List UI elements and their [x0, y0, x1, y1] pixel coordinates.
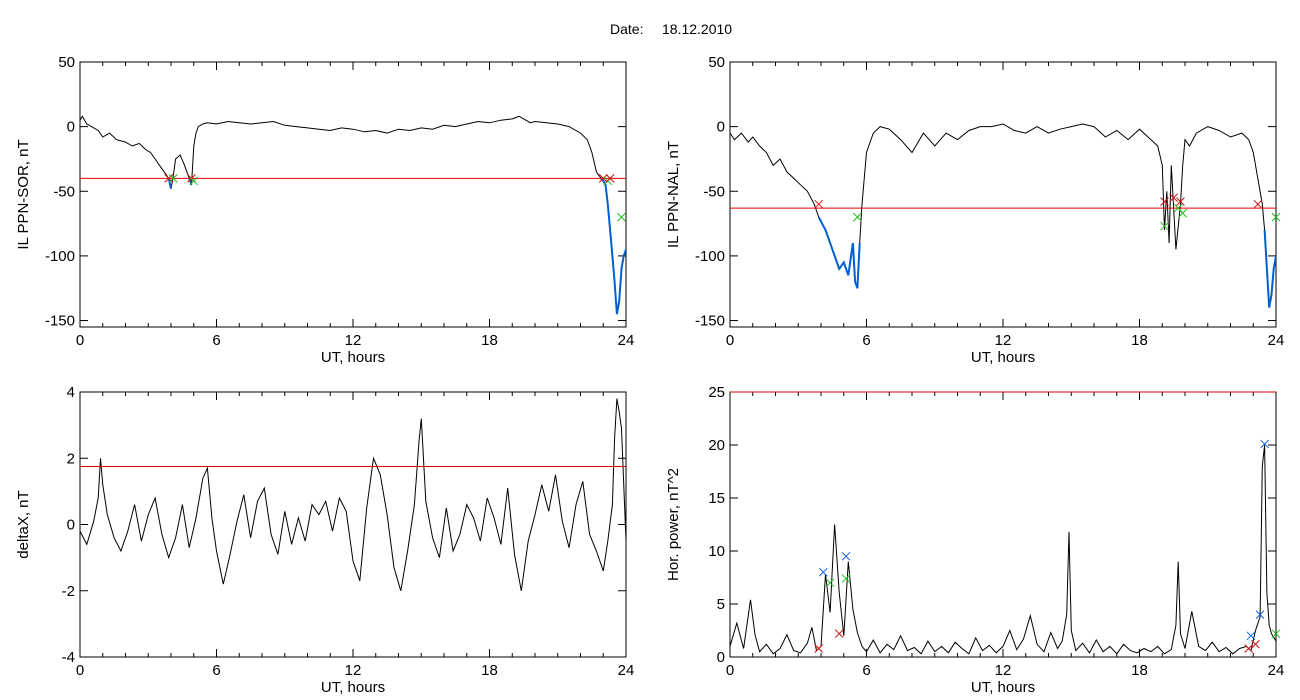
hor-power-x-axis-label: UT, hours — [971, 679, 1035, 696]
hor-power-x-tick-label-3: 18 — [1131, 662, 1148, 679]
il-ppn-nal-marker-end-7 — [1178, 208, 1188, 218]
il-ppn-nal-event-segment-1 — [1263, 229, 1276, 308]
delta-x-x-tick-label-4: 24 — [618, 662, 635, 679]
il-ppn-nal-x-tick-label-1: 6 — [862, 332, 870, 349]
delta-x-x-tick-label-1: 6 — [212, 662, 220, 679]
il-ppn-sor-marker-end-7 — [617, 212, 626, 222]
delta-x-plot-frame — [79, 391, 627, 658]
hor-power-marker-end-11 — [1271, 629, 1281, 639]
hor-power-marker-start-6 — [1244, 644, 1254, 653]
hor-power-marker-end-2 — [825, 578, 835, 588]
il-ppn-sor-marker-end-1 — [168, 173, 178, 183]
il-ppn-nal-x-tick-label-4: 24 — [1268, 332, 1285, 349]
delta-x-y-tick-label-3: -2 — [62, 583, 75, 600]
il-ppn-nal-y-tick-label-1: 0 — [717, 119, 725, 136]
il-ppn-nal-y-axis-label: IL PPN-NAL, nT — [665, 141, 682, 248]
hor-power-x-tick-label-1: 6 — [862, 662, 870, 679]
il-ppn-nal-plot-frame — [729, 61, 1277, 328]
hor-power-y-tick-label-2: 15 — [708, 490, 725, 507]
il-ppn-sor-x-tick-label-0: 0 — [76, 332, 84, 349]
il-ppn-nal-marker-end-3 — [1160, 221, 1169, 231]
hor-power-plot-frame — [729, 391, 1277, 658]
panel-delta-x: 0 6 12 18 24 4 2 0 -2 -4 UT, hours deltaX, nT — [15, 384, 634, 696]
hor-power-x-tick-label-2: 12 — [995, 662, 1012, 679]
hor-power-y-tick-label-5: 0 — [717, 649, 725, 666]
il-ppn-sor-series-line — [80, 115, 626, 315]
il-ppn-nal-marker-start-2 — [1160, 197, 1169, 206]
il-ppn-sor-x-tick-label-2: 12 — [345, 332, 362, 349]
il-ppn-nal-x-tick-label-2: 12 — [995, 332, 1012, 349]
il-ppn-sor-y-axis-label: IL PPN-SOR, nT — [15, 139, 32, 249]
il-ppn-sor-marker-end-3 — [189, 176, 199, 186]
hor-power-y-axis-label: Hor. power, nT^2 — [665, 468, 682, 581]
il-ppn-nal-y-tick-label-2: -50 — [703, 183, 725, 200]
il-ppn-sor-x-tick-label-3: 18 — [481, 332, 498, 349]
hor-power-marker-peak-4 — [841, 551, 851, 561]
il-ppn-sor-event-segment-0 — [167, 178, 172, 189]
il-ppn-sor-marker-start-0 — [164, 173, 174, 183]
delta-x-series-line — [80, 398, 626, 591]
il-ppn-sor-x-tick-label-1: 6 — [212, 332, 220, 349]
il-ppn-sor-y-tick-label-4: -150 — [45, 313, 75, 330]
hor-power-marker-peak-9 — [1255, 610, 1265, 619]
delta-x-y-axis-label: deltaX, nT — [15, 490, 32, 558]
delta-x-x-axis-label: UT, hours — [321, 679, 385, 696]
delta-x-y-tick-label-1: 2 — [67, 450, 75, 467]
il-ppn-sor-x-axis-label: UT, hours — [321, 349, 385, 366]
hor-power-marker-peak-10 — [1260, 439, 1269, 449]
delta-x-x-tick-label-3: 18 — [481, 662, 498, 679]
hor-power-series-line — [730, 444, 1276, 655]
il-ppn-sor-y-tick-label-2: -50 — [53, 183, 75, 200]
hor-power-marker-start-8 — [1251, 639, 1260, 649]
il-ppn-nal-y-tick-label-0: 50 — [708, 54, 725, 71]
hor-power-marker-start-0 — [814, 644, 824, 653]
figure-title-date: 18.12.2010 — [662, 21, 732, 37]
il-ppn-sor-y-tick-label-1: 0 — [67, 119, 75, 136]
hor-power-y-tick-label-3: 10 — [708, 543, 725, 560]
il-ppn-sor-marker-start-6 — [605, 173, 615, 183]
il-ppn-nal-marker-start-4 — [1169, 193, 1178, 203]
il-ppn-sor-event-segment-2 — [600, 177, 626, 315]
il-ppn-nal-series-line — [730, 123, 1276, 308]
panel-hor-power: 0 6 12 18 24 25 20 15 10 5 0 UT, hours Hor. power, n… — [665, 384, 1284, 696]
figure-title-label: Date: — [610, 21, 643, 37]
panel-il-ppn-sor: 0 6 12 18 24 50 0 -50 -100 -150 UT, hours IL PPN-SO… — [15, 54, 634, 366]
il-ppn-sor-plot-frame — [79, 61, 627, 328]
hor-power-marker-start-3 — [834, 629, 844, 639]
il-ppn-sor-x-tick-label-4: 24 — [618, 332, 635, 349]
il-ppn-nal-marker-start-0 — [814, 199, 824, 209]
il-ppn-nal-x-axis-label: UT, hours — [971, 349, 1035, 366]
delta-x-x-tick-label-2: 12 — [345, 662, 362, 679]
il-ppn-nal-y-tick-label-4: -150 — [695, 313, 725, 330]
delta-x-y-tick-label-0: 4 — [67, 384, 75, 401]
delta-x-y-tick-label-4: -4 — [62, 649, 75, 666]
hor-power-y-tick-label-1: 20 — [708, 437, 725, 454]
hor-power-x-tick-label-0: 0 — [726, 662, 734, 679]
delta-x-x-tick-label-0: 0 — [76, 662, 84, 679]
il-ppn-nal-x-tick-label-0: 0 — [726, 332, 734, 349]
hor-power-marker-peak-1 — [818, 567, 828, 577]
il-ppn-nal-event-segment-0 — [817, 216, 861, 289]
hor-power-y-tick-label-0: 25 — [708, 384, 725, 401]
il-ppn-nal-y-tick-label-3: -100 — [695, 248, 725, 265]
hor-power-y-tick-label-4: 5 — [717, 596, 725, 613]
hor-power-x-tick-label-4: 24 — [1268, 662, 1285, 679]
hor-power-marker-end-5 — [841, 574, 851, 583]
delta-x-y-tick-label-2: 0 — [67, 517, 75, 534]
il-ppn-sor-y-tick-label-0: 50 — [58, 54, 75, 71]
il-ppn-nal-marker-start-8 — [1253, 199, 1263, 209]
il-ppn-nal-x-tick-label-3: 18 — [1131, 332, 1148, 349]
il-ppn-sor-marker-start-4 — [598, 173, 608, 183]
panel-il-ppn-nal: 0 6 12 18 24 50 0 -50 -100 -150 UT, hours IL PPN-NA… — [665, 54, 1284, 366]
il-ppn-sor-y-tick-label-3: -100 — [45, 248, 75, 265]
hor-power-marker-peak-7 — [1246, 631, 1256, 641]
il-ppn-nal-marker-end-9 — [1271, 212, 1281, 222]
il-ppn-nal-marker-start-6 — [1176, 197, 1185, 206]
il-ppn-nal-marker-end-1 — [853, 212, 862, 222]
